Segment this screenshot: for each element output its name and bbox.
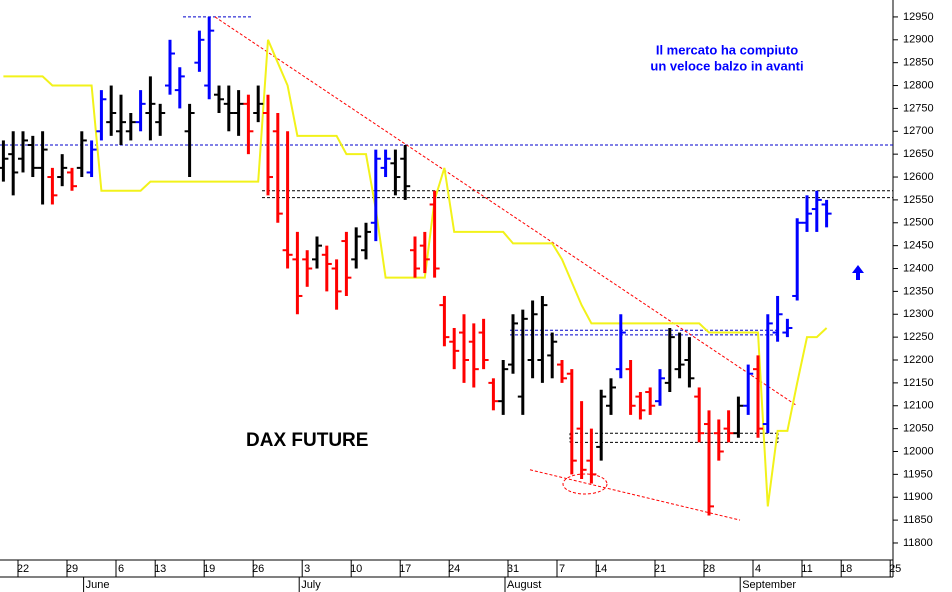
y-tick-label: 12150 (903, 377, 934, 389)
y-tick-label: 12200 (903, 354, 934, 366)
highlight-ellipse (562, 473, 608, 495)
annotation: un veloce balzo in avanti (650, 58, 803, 73)
y-tick-label: 12600 (903, 171, 934, 183)
y-tick-label: 12800 (903, 79, 934, 91)
x-tick-label: 4 (755, 563, 761, 575)
x-tick-label: 24 (448, 563, 460, 575)
x-tick-label: 25 (889, 563, 901, 575)
y-tick-label: 12350 (903, 285, 934, 297)
y-tick-label: 12700 (903, 125, 934, 137)
y-tick-label: 12300 (903, 308, 934, 320)
month-label: September (742, 579, 796, 591)
y-tick-label: 11800 (903, 537, 933, 549)
x-tick-label: 29 (66, 563, 78, 575)
y-tick-label: 12250 (903, 331, 934, 343)
y-tick-label: 12650 (903, 148, 934, 160)
y-tick-label: 11850 (903, 514, 933, 526)
x-tick-label: 19 (203, 563, 215, 575)
x-tick-label: 31 (507, 563, 519, 575)
x-tick-label: 26 (252, 563, 264, 575)
y-tick-label: 12750 (903, 102, 934, 114)
x-tick-label: 14 (595, 563, 607, 575)
x-tick-label: 18 (840, 563, 852, 575)
y-tick-label: 12000 (903, 445, 934, 457)
month-label: June (86, 579, 110, 591)
y-tick-label: 11900 (903, 491, 933, 503)
x-tick-label: 21 (654, 563, 666, 575)
x-tick-label: 11 (801, 563, 812, 575)
annotation: Il mercato ha compiuto (656, 42, 798, 57)
month-label: August (507, 579, 541, 591)
y-tick-label: 12100 (903, 400, 934, 412)
y-tick-label: 12850 (903, 57, 934, 69)
y-tick-label: 12950 (903, 11, 934, 23)
x-tick-label: 10 (350, 563, 362, 575)
x-tick-label: 7 (559, 563, 565, 575)
trendline (214, 16, 798, 407)
y-tick-label: 12500 (903, 217, 934, 229)
x-tick-label: 13 (154, 563, 166, 575)
chart-title: DAX FUTURE (246, 430, 368, 451)
month-label: July (301, 579, 321, 591)
x-tick-label: 6 (118, 563, 124, 575)
up-arrow (852, 265, 864, 280)
x-tick-label: 28 (703, 563, 715, 575)
y-tick-label: 12450 (903, 240, 934, 252)
y-tick-label: 12900 (903, 34, 934, 46)
x-tick-label: 3 (304, 563, 310, 575)
trendline (529, 469, 741, 521)
y-tick-label: 12050 (903, 423, 934, 435)
y-tick-label: 12550 (903, 194, 934, 206)
y-tick-label: 11950 (903, 468, 933, 480)
y-tick-label: 12400 (903, 262, 934, 274)
x-tick-label: 22 (17, 563, 29, 575)
x-tick-label: 17 (399, 563, 411, 575)
